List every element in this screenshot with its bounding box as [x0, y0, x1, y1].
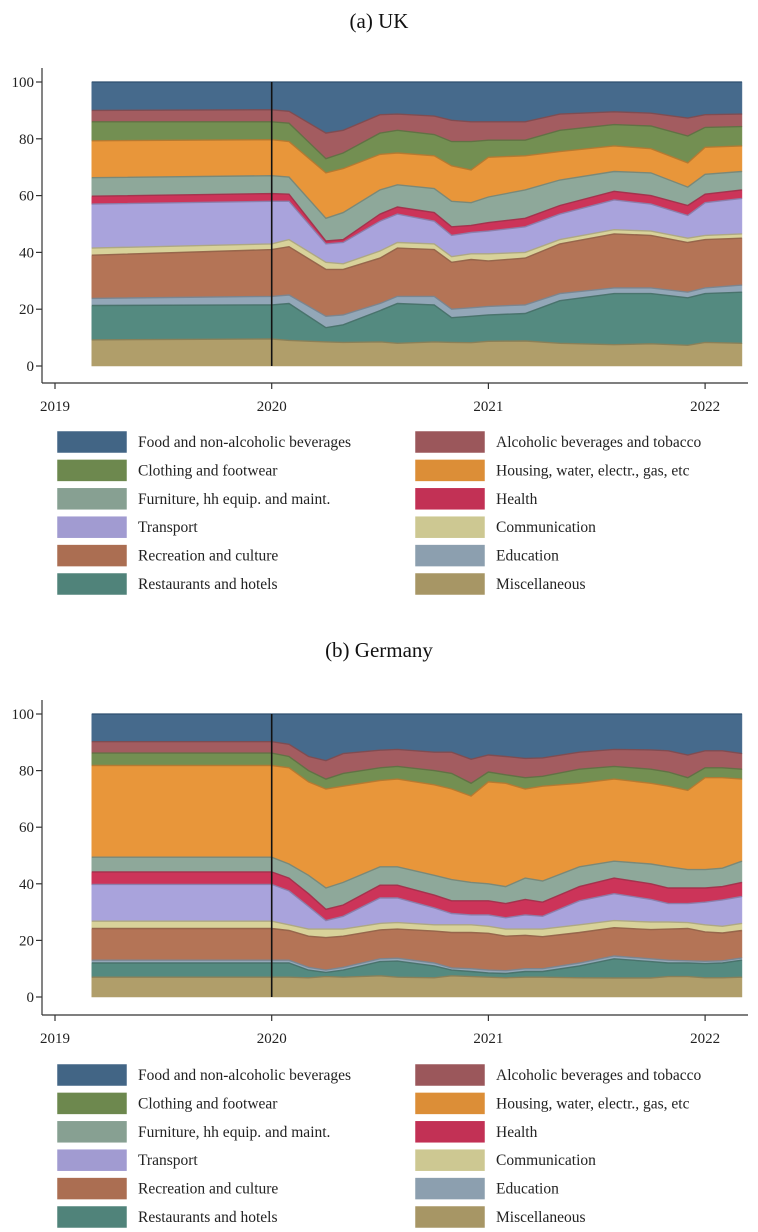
legend-label: Alcoholic beverages and tobacco — [496, 1067, 702, 1084]
legend-label: Food and non-alcoholic beverages — [138, 1067, 351, 1084]
y-tick-label: 80 — [19, 132, 34, 148]
series-boundary-line — [91, 291, 742, 329]
area-miscellaneous — [91, 975, 743, 998]
series-boundary-line — [91, 752, 742, 785]
legend-swatch — [415, 1149, 485, 1171]
legend-label: Recreation and culture — [138, 548, 278, 565]
series-boundary-line — [91, 764, 742, 797]
legend-label: Health — [496, 1124, 538, 1141]
legend-label: Health — [496, 491, 538, 508]
x-tick-label: 2022 — [690, 1031, 720, 1047]
legend-swatch — [415, 1092, 485, 1115]
legend-swatch — [57, 544, 127, 567]
series-boundary-line — [91, 170, 742, 220]
legend-swatch — [415, 1064, 485, 1086]
legend-swatch — [415, 488, 485, 510]
series-boundary-line — [91, 871, 743, 911]
x-tick-label: 2020 — [257, 399, 287, 415]
legend-label: Communication — [496, 1152, 596, 1169]
legend-swatch — [57, 1177, 127, 1200]
legend-swatch — [57, 1206, 127, 1228]
series-boundary-line — [91, 741, 742, 762]
series-boundary-line — [91, 883, 743, 922]
series-boundary-line — [91, 121, 742, 160]
x-tick-label: 2019 — [40, 399, 70, 415]
x-tick-label: 2021 — [473, 1031, 503, 1047]
series-boundary-line — [91, 926, 742, 939]
series-boundary-line — [91, 955, 743, 972]
legend-swatch — [57, 431, 127, 453]
legend-label: Furniture, hh equip. and maint. — [138, 1124, 330, 1141]
legend-label: Miscellaneous — [496, 1209, 586, 1226]
legend-swatch — [57, 573, 127, 595]
series-boundary-line — [91, 233, 742, 271]
series-boundary-line — [91, 338, 742, 347]
series-boundary-line — [91, 958, 742, 975]
legend-swatch — [415, 573, 485, 595]
legend-swatch — [57, 1064, 127, 1086]
series-boundary-line — [91, 919, 743, 930]
x-tick-label: 2021 — [473, 399, 503, 415]
y-tick-label: 0 — [27, 359, 35, 375]
y-tick-label: 20 — [19, 302, 34, 318]
legend-label: Housing, water, electr., gas, etc — [496, 462, 690, 479]
legend-swatch — [57, 488, 127, 510]
series-boundary-line — [91, 856, 743, 889]
chart-title: (a) UK — [350, 9, 409, 33]
legend-swatch — [415, 1206, 485, 1228]
legend-label: Education — [496, 548, 559, 565]
legend-label: Restaurants and hotels — [138, 576, 277, 593]
legend-swatch — [415, 459, 485, 482]
legend-swatch — [415, 544, 485, 567]
y-tick-label: 60 — [19, 820, 34, 836]
legend: Food and non-alcoholic beverages Alcoholi… — [57, 1064, 702, 1228]
y-tick-label: 60 — [19, 189, 34, 205]
legend-swatch — [57, 459, 127, 482]
legend-label: Alcoholic beverages and tobacco — [496, 434, 702, 451]
legend-label: Education — [496, 1181, 559, 1198]
y-tick-label: 20 — [19, 933, 34, 949]
series-boundary-line — [91, 109, 742, 134]
legend-swatch — [57, 1121, 127, 1143]
legend-swatch — [415, 1121, 485, 1143]
legend-label: Transport — [138, 1152, 198, 1169]
series-boundary-line — [91, 228, 742, 265]
legend-swatch — [415, 431, 485, 453]
series-boundary-line — [91, 138, 742, 174]
legend: Food and non-alcoholic beverages Alcoholi… — [57, 431, 702, 595]
legend-swatch — [57, 1092, 127, 1115]
legend-label: Clothing and footwear — [138, 1095, 278, 1112]
legend-swatch — [57, 516, 127, 538]
legend-label: Recreation and culture — [138, 1181, 278, 1198]
x-tick-label: 2020 — [257, 1031, 287, 1047]
legend-label: Communication — [496, 519, 596, 536]
legend-label: Food and non-alcoholic beverages — [138, 434, 351, 451]
legend-label: Miscellaneous — [496, 576, 586, 593]
chart-panel-uk: (a) UK 0 20 40 60 80 100 2019 2020 2021 2022 Food a… — [12, 9, 748, 595]
chart-title: (b) Germany — [325, 638, 433, 662]
legend-swatch — [415, 516, 485, 538]
y-tick-label: 100 — [12, 75, 35, 91]
y-tick-label: 100 — [12, 707, 35, 723]
legend-label: Housing, water, electr., gas, etc — [496, 1095, 690, 1112]
legend-label: Restaurants and hotels — [138, 1209, 277, 1226]
y-tick-label: 80 — [19, 764, 34, 780]
y-tick-label: 40 — [19, 877, 34, 893]
legend-label: Clothing and footwear — [138, 462, 278, 479]
legend-swatch — [57, 1149, 127, 1171]
legend-swatch — [415, 1177, 485, 1200]
series-boundary-line — [91, 975, 742, 979]
legend-label: Transport — [138, 519, 198, 536]
x-tick-label: 2022 — [690, 399, 720, 415]
legend-label: Furniture, hh equip. and maint. — [138, 491, 330, 508]
series-boundary-line — [91, 284, 742, 318]
series-boundary-line — [91, 197, 742, 245]
series-boundary-line — [91, 189, 742, 242]
y-tick-label: 0 — [27, 990, 35, 1006]
y-tick-label: 40 — [19, 245, 34, 261]
chart-panel-germany: (b) Germany 0 20 40 60 80 100 2019 2020 2021 2022 F… — [12, 638, 748, 1228]
x-tick-label: 2019 — [40, 1031, 70, 1047]
